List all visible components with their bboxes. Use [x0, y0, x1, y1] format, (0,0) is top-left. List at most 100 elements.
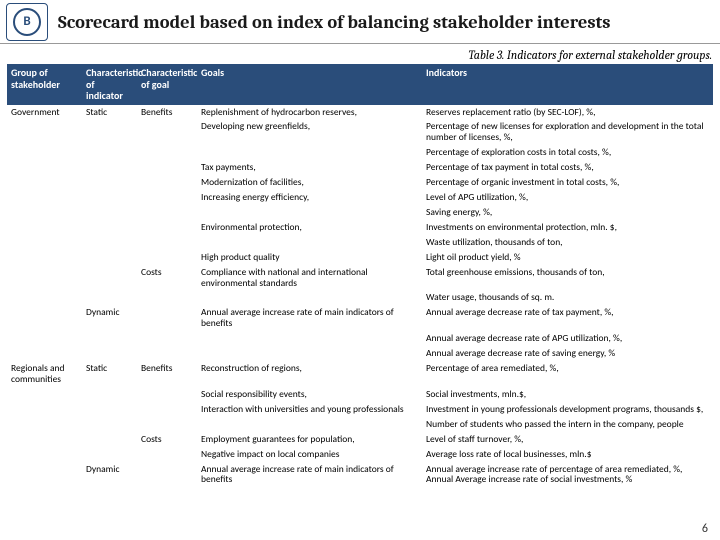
- table-cell: Benefits: [137, 361, 197, 387]
- table-cell: [137, 205, 197, 220]
- table-cell: [7, 331, 82, 346]
- table-cell: Percentage of new licenses for explorati…: [422, 119, 713, 145]
- col-header-group: Group of stakeholder: [7, 64, 82, 105]
- table-cell: [137, 250, 197, 265]
- table-cell: Percentage of exploration costs in total…: [422, 145, 713, 160]
- table-row: DynamicAnnual average increase rate of m…: [7, 305, 713, 331]
- table-cell: [7, 290, 82, 305]
- table-cell: [82, 447, 137, 462]
- table-row: Water usage, thousands of sq. m.: [7, 290, 713, 305]
- table-cell: [82, 417, 137, 432]
- table-row: Negative impact on local companiesAverag…: [7, 447, 713, 462]
- table-cell: [137, 190, 197, 205]
- table-cell: [137, 447, 197, 462]
- table-row: Saving energy, %,: [7, 205, 713, 220]
- table-cell: [137, 305, 197, 331]
- table-cell: Total greenhouse emissions, thousands of…: [422, 265, 713, 291]
- table-cell: [7, 235, 82, 250]
- table-cell: Annual average decrease rate of APG util…: [422, 331, 713, 346]
- col-header-goals: Goals: [197, 64, 422, 105]
- table-cell: [137, 346, 197, 361]
- table-cell: [7, 220, 82, 235]
- table-cell: [82, 235, 137, 250]
- table-cell: [7, 250, 82, 265]
- table-cell: [82, 265, 137, 291]
- table-row: CostsCompliance with national and intern…: [7, 265, 713, 291]
- table-cell: [137, 235, 197, 250]
- table-cell: Percentage of area remediated, %,: [422, 361, 713, 387]
- table-cell: Annual average increase rate of main ind…: [197, 462, 422, 488]
- table-cell: Interaction with universities and young …: [197, 402, 422, 417]
- table-row: Social responsibility events,Social inve…: [7, 387, 713, 402]
- table-cell: Developing new greenfields,: [197, 119, 422, 145]
- table-cell: Compliance with national and internation…: [197, 265, 422, 291]
- table-cell: [7, 432, 82, 447]
- table-cell: Static: [82, 361, 137, 387]
- table-row: Waste utilization, thousands of ton,: [7, 235, 713, 250]
- table-cell: Light oil product yield, %: [422, 250, 713, 265]
- table-cell: Reconstruction of regions,: [197, 361, 422, 387]
- table-cell: [137, 331, 197, 346]
- table-cell: [7, 447, 82, 462]
- table-cell: Annual average decrease rate of tax paym…: [422, 305, 713, 331]
- table-cell: [7, 205, 82, 220]
- title-bar: B Scorecard model based on index of bala…: [0, 0, 720, 44]
- table-cell: [7, 190, 82, 205]
- table-body: GovernmentStaticBenefitsReplenishment of…: [7, 105, 713, 488]
- table-row: CostsEmployment guarantees for populatio…: [7, 432, 713, 447]
- table-row: Modernization of facilities,Percentage o…: [7, 175, 713, 190]
- table-row: Interaction with universities and young …: [7, 402, 713, 417]
- table-cell: Costs: [137, 265, 197, 291]
- table-cell: [82, 145, 137, 160]
- table-cell: [197, 290, 422, 305]
- table-row: Environmental protection,Investments on …: [7, 220, 713, 235]
- page-number: 6: [702, 522, 708, 536]
- table-cell: [197, 331, 422, 346]
- table-cell: [137, 145, 197, 160]
- table-cell: Costs: [137, 432, 197, 447]
- col-header-char-indicator: Characteristic of indicator: [82, 64, 137, 105]
- table-cell: [197, 145, 422, 160]
- table-cell: [137, 290, 197, 305]
- table-cell: [7, 462, 82, 488]
- logo-icon: B: [13, 8, 41, 36]
- table-row: Number of students who passed the intern…: [7, 417, 713, 432]
- table-cell: Benefits: [137, 105, 197, 120]
- table-cell: [82, 387, 137, 402]
- table-row: Annual average decrease rate of saving e…: [7, 346, 713, 361]
- table-cell: [137, 220, 197, 235]
- table-cell: [82, 190, 137, 205]
- table-cell: Regionals and communities: [7, 361, 82, 387]
- table-cell: Environmental protection,: [197, 220, 422, 235]
- table-row: DynamicAnnual average increase rate of m…: [7, 462, 713, 488]
- table-row: Developing new greenfields,Percentage of…: [7, 119, 713, 145]
- table-cell: [7, 417, 82, 432]
- table-cell: Percentage of tax payment in total costs…: [422, 160, 713, 175]
- table-cell: Percentage of organic investment in tota…: [422, 175, 713, 190]
- table-cell: [82, 205, 137, 220]
- table-row: Annual average decrease rate of APG util…: [7, 331, 713, 346]
- table-caption: Table 3. Indicators for external stakeho…: [0, 44, 720, 64]
- table-cell: Government: [7, 105, 82, 120]
- table-cell: Replenishment of hydrocarbon reserves,: [197, 105, 422, 120]
- table-cell: [82, 432, 137, 447]
- table-cell: Waste utilization, thousands of ton,: [422, 235, 713, 250]
- table-cell: [82, 220, 137, 235]
- table-cell: Annual average decrease rate of saving e…: [422, 346, 713, 361]
- table-cell: [197, 235, 422, 250]
- slide: B Scorecard model based on index of bala…: [0, 0, 720, 540]
- table-cell: Reserves replacement ratio (by SEC-LOF),…: [422, 105, 713, 120]
- table-cell: [197, 346, 422, 361]
- table-cell: Employment guarantees for population,: [197, 432, 422, 447]
- table-cell: Social responsibility events,: [197, 387, 422, 402]
- indicators-table: Group of stakeholder Characteristic of i…: [7, 64, 713, 487]
- table-cell: Saving energy, %,: [422, 205, 713, 220]
- table-cell: Investments on environmental protection,…: [422, 220, 713, 235]
- table-cell: High product quality: [197, 250, 422, 265]
- table-cell: [82, 402, 137, 417]
- table-cell: [82, 331, 137, 346]
- table-cell: Investment in young professionals develo…: [422, 402, 713, 417]
- table-cell: [7, 265, 82, 291]
- table-cell: [82, 346, 137, 361]
- table-cell: Average loss rate of local businesses, m…: [422, 447, 713, 462]
